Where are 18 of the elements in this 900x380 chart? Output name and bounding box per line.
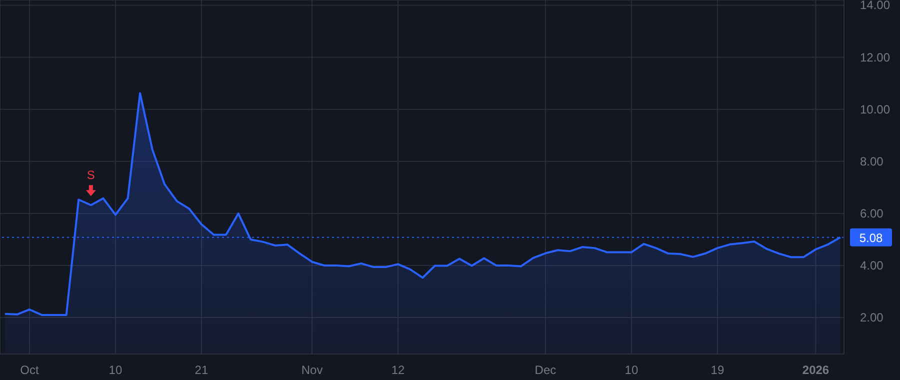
annotation: S (86, 168, 95, 182)
x-tick-label: 2026 (802, 363, 830, 377)
x-tick-label: 19 (710, 363, 724, 377)
y-tick-label: 14.00 (860, 0, 890, 12)
ref-line-label: 5.08 (859, 230, 883, 245)
y-tick-label: 8.00 (860, 154, 884, 168)
x-tick-label: 21 (194, 363, 208, 377)
x-tick-label: Dec (534, 363, 556, 377)
x-tick-label: 10 (108, 363, 122, 377)
y-tick-label: 10.00 (860, 102, 890, 116)
y-tick-label: 4.00 (860, 258, 884, 272)
y-tick-label: 6.00 (860, 206, 884, 220)
y-tick-label: 2.00 (860, 310, 884, 325)
x-tick-label: Oct (20, 363, 40, 377)
x-tick-label: 10 (624, 363, 638, 377)
x-tick-label: Nov (301, 363, 323, 377)
x-tick-label: 12 (391, 363, 406, 377)
y-tick-label: 12.00 (860, 50, 890, 64)
